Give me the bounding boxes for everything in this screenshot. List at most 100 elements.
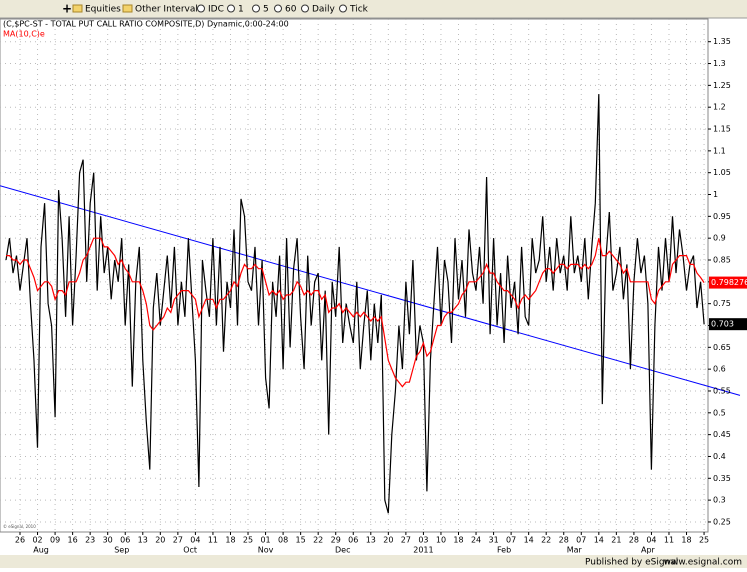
month-label: 2011 xyxy=(413,546,433,555)
x-tick-label: 27 xyxy=(401,536,411,545)
toolbar-item[interactable]: Daily xyxy=(312,5,335,15)
last-value-label: 0.703 xyxy=(711,320,734,329)
x-tick-label: 06 xyxy=(120,536,130,545)
x-tick-label: 07 xyxy=(576,536,586,545)
month-label: Nov xyxy=(258,546,274,555)
x-tick-label: 03 xyxy=(418,536,428,545)
x-tick-label: 28 xyxy=(559,536,569,545)
x-tick-label: 31 xyxy=(488,536,498,545)
month-label: Feb xyxy=(497,546,511,555)
x-tick-label: 16 xyxy=(68,536,78,545)
clock-icon xyxy=(301,4,309,13)
chart-title: (C,$PC-ST - TOTAL PUT CALL RATIO COMPOSI… xyxy=(3,20,289,29)
toolbar-items: Equities Other Intervals IDC 1 5 60 Daily Tick + xyxy=(62,2,369,16)
y-tick-label: 0.45 xyxy=(713,430,731,439)
month-label: Oct xyxy=(183,546,197,555)
x-tick-label: 21 xyxy=(611,536,621,545)
y-tick-label: 0.35 xyxy=(713,474,731,483)
plot-area xyxy=(0,18,709,533)
marks xyxy=(0,94,741,514)
x-tick-label: 25 xyxy=(699,536,709,545)
folder-icon xyxy=(122,4,133,13)
x-tick-label: 15 xyxy=(296,536,306,545)
x-tick-label: 14 xyxy=(524,536,534,545)
toolbar-item[interactable]: 1 xyxy=(238,5,244,15)
clock-icon xyxy=(252,4,260,13)
month-label: Apr xyxy=(641,546,656,555)
toolbar-item[interactable]: IDC xyxy=(208,5,224,15)
x-tick-label: 22 xyxy=(313,536,323,545)
toolbar-item[interactable]: Equities xyxy=(85,5,121,15)
x-tick-label: 02 xyxy=(32,536,42,545)
x-tick-label: 18 xyxy=(225,536,235,545)
copyright: © eSignal, 2010 xyxy=(3,524,36,529)
x-tick-label: 24 xyxy=(471,536,481,545)
x-tick-label: 23 xyxy=(85,536,95,545)
y-tick-label: 1.35 xyxy=(713,37,731,46)
month-label: Aug xyxy=(33,546,49,555)
trend-line xyxy=(0,185,741,396)
url: www.esignal.com xyxy=(664,558,742,568)
series-line xyxy=(5,94,705,514)
month-label: Dec xyxy=(335,546,350,555)
x-tick-label: 04 xyxy=(646,536,656,545)
y-tick-label: 1.15 xyxy=(713,125,731,134)
folder-icon xyxy=(72,4,83,13)
toolbar-item[interactable]: Tick xyxy=(349,5,369,15)
add-button: + xyxy=(62,2,72,16)
x-tick-label: 30 xyxy=(103,536,113,545)
x-tick-label: 04 xyxy=(190,536,200,545)
x-tick-label: 26 xyxy=(15,536,25,545)
x-tick-label: 27 xyxy=(173,536,183,545)
y-tick-label: 1.05 xyxy=(713,168,731,177)
y-tick-label: 0.85 xyxy=(713,256,731,265)
y-tick-label: 1.1 xyxy=(713,146,726,155)
last-value-box xyxy=(709,276,747,289)
axes: 0.250.30.350.40.450.50.550.60.650.70.750… xyxy=(15,37,747,555)
y-tick-label: 0.6 xyxy=(713,365,726,374)
x-tick-label: 13 xyxy=(138,536,148,545)
series-line xyxy=(6,237,705,388)
legend-ma: MA(10,C)e xyxy=(3,30,45,39)
y-tick-label: 1.3 xyxy=(713,59,726,68)
y-tick-label: 0.55 xyxy=(713,386,731,395)
clock-icon xyxy=(274,4,282,13)
x-tick-label: 09 xyxy=(50,536,60,545)
x-tick-label: 08 xyxy=(278,536,288,545)
y-tick-label: 0.25 xyxy=(713,517,731,526)
x-tick-label: 20 xyxy=(383,536,393,545)
y-tick-label: 1.2 xyxy=(713,103,726,112)
y-tick-label: 0.75 xyxy=(713,299,731,308)
x-tick-label: 22 xyxy=(541,536,551,545)
y-tick-label: 0.3 xyxy=(713,496,726,505)
y-tick-label: 0.95 xyxy=(713,212,731,221)
last-value-label: 0.798276 xyxy=(711,278,747,287)
toolbar-item[interactable]: Other Intervals xyxy=(135,5,203,15)
x-tick-label: 10 xyxy=(436,536,446,545)
x-tick-label: 06 xyxy=(348,536,358,545)
toolbar xyxy=(0,0,747,18)
footer xyxy=(0,555,747,568)
y-tick-label: 1.25 xyxy=(713,81,731,90)
y-tick-label: 0.5 xyxy=(713,408,726,417)
x-tick-label: 14 xyxy=(594,536,604,545)
x-tick-label: 28 xyxy=(629,536,639,545)
x-tick-label: 25 xyxy=(243,536,253,545)
x-tick-label: 07 xyxy=(506,536,516,545)
month-label: Mar xyxy=(567,546,583,555)
publisher: Published by eSignal xyxy=(585,558,678,568)
clock-icon xyxy=(339,4,347,13)
clock-icon xyxy=(197,4,205,13)
clock-icon xyxy=(227,4,235,13)
toolbar-item[interactable]: 60 xyxy=(285,5,297,15)
x-tick-label: 20 xyxy=(155,536,165,545)
x-tick-label: 11 xyxy=(208,536,218,545)
month-label: Sep xyxy=(114,546,129,555)
y-tick-label: 0.65 xyxy=(713,343,731,352)
last-value-box xyxy=(709,318,747,331)
toolbar-item[interactable]: 5 xyxy=(263,5,269,15)
x-tick-label: 18 xyxy=(453,536,463,545)
grid xyxy=(0,19,708,532)
y-tick-label: 0.9 xyxy=(713,234,726,243)
